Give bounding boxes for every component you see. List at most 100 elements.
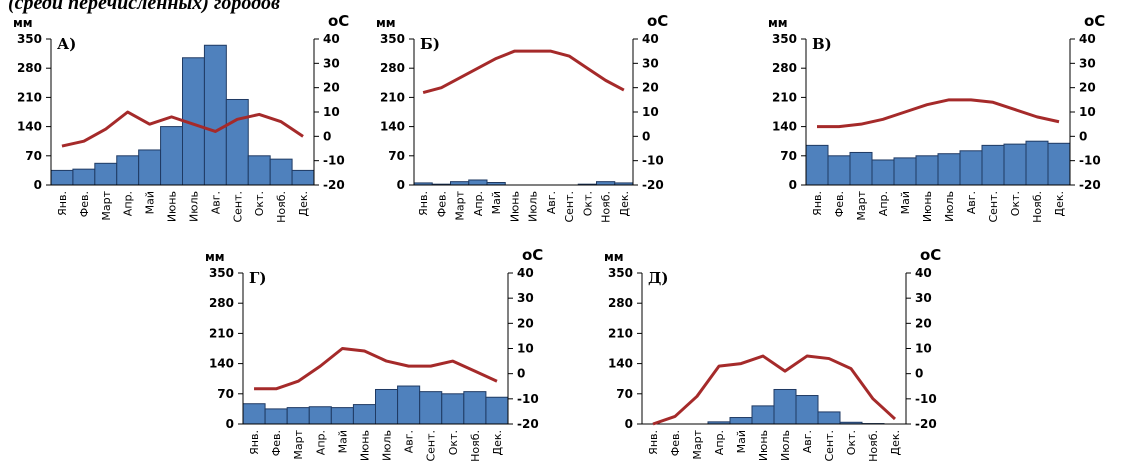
left-tick-label: 0: [34, 178, 42, 192]
precip-bar-3: [286, 407, 310, 425]
right-tick-label: 20: [323, 81, 340, 95]
right-tick-label: -10: [323, 154, 345, 168]
left-tick-label: 350: [17, 32, 42, 46]
precip-bar-9: [225, 98, 249, 186]
left-unit-label: мм: [768, 16, 788, 30]
left-unit-label: мм: [13, 16, 33, 30]
right-tick-label: 0: [517, 367, 525, 381]
left-tick-label: 0: [789, 178, 797, 192]
left-tick-label: 280: [380, 61, 405, 75]
precip-bar-6: [352, 404, 377, 425]
left-tick-label: 70: [217, 387, 234, 401]
month-label: Май: [899, 191, 912, 214]
month-label: Янв.: [647, 430, 660, 455]
precip-bar-8: [959, 150, 983, 186]
month-label: Март: [691, 429, 704, 459]
right-tick-label: -20: [915, 417, 937, 431]
left-tick-label: 0: [226, 417, 234, 431]
chart-panel-3: 0 70 140 210 280 350 -20 -10 0 10 20 30 40 мм оC В) Янв.…: [768, 12, 1105, 223]
month-label: Окт.: [447, 430, 460, 455]
left-tick-label: 280: [772, 61, 797, 75]
right-tick-label: -10: [1079, 154, 1101, 168]
month-label: Май: [336, 430, 349, 453]
panel-label: В): [812, 35, 832, 53]
right-tick-label: 0: [642, 129, 650, 143]
right-tick-label: 40: [642, 32, 659, 46]
month-label: Сент.: [987, 191, 1000, 223]
temperature-line: [254, 347, 498, 391]
month-label: Окт.: [1009, 191, 1022, 216]
precip-bar-12: [1047, 142, 1071, 186]
temperature-line: [61, 110, 304, 148]
month-label: Нояб.: [867, 430, 880, 462]
precip-bar-4: [871, 159, 895, 186]
left-tick-label: 280: [17, 61, 42, 75]
month-label: Март: [855, 190, 868, 220]
precip-bar-6: [915, 155, 939, 186]
month-label: Март: [100, 190, 113, 220]
month-label: Апр.: [713, 430, 726, 455]
precip-bar-1: [805, 144, 829, 186]
right-tick-label: 0: [323, 129, 331, 143]
month-label: Фев.: [669, 430, 682, 456]
right-tick-label: -10: [915, 392, 937, 406]
chart-panel-2: 0 70 140 210 280 350 -20 -10 0 10 20 30 40 мм оC Б) Янв.…: [376, 12, 668, 223]
precip-bar-5: [138, 149, 162, 186]
precip-bar-10: [247, 155, 271, 186]
right-unit-label: оC: [328, 12, 349, 30]
right-tick-label: 10: [517, 342, 534, 356]
precip-bar-4: [308, 406, 332, 425]
month-label: Апр.: [877, 191, 890, 216]
month-label: Янв.: [417, 191, 430, 216]
left-tick-label: 0: [625, 417, 633, 431]
right-tick-label: 10: [915, 342, 932, 356]
left-unit-label: мм: [205, 250, 225, 264]
right-tick-label: 30: [915, 291, 932, 305]
precip-bar-12: [485, 396, 509, 425]
precip-bar-8: [397, 385, 421, 425]
precip-bar-1: [50, 169, 74, 186]
right-tick-label: 40: [915, 266, 932, 280]
right-tick-label: 30: [1079, 56, 1096, 70]
precip-bar-5: [330, 407, 354, 425]
precip-bar-3: [849, 151, 873, 186]
month-label: Янв.: [811, 191, 824, 216]
month-label: Окт.: [253, 191, 266, 216]
month-label: Июль: [527, 191, 540, 222]
precip-bar-2: [827, 155, 851, 186]
right-tick-label: 30: [517, 291, 534, 305]
left-tick-label: 350: [608, 266, 633, 280]
temperature-line: [652, 354, 897, 426]
right-tick-label: 20: [915, 316, 932, 330]
left-tick-label: 140: [209, 357, 234, 371]
panel-label: Г): [249, 269, 266, 287]
month-label: Апр.: [314, 430, 327, 455]
month-label: Авг.: [965, 191, 978, 214]
month-label: Июнь: [508, 191, 521, 222]
precip-bar-4: [468, 179, 488, 186]
precip-bar-8: [795, 395, 819, 425]
month-label: Сент.: [425, 430, 438, 462]
month-label: Дек.: [889, 430, 902, 456]
right-tick-label: -20: [642, 178, 664, 192]
left-tick-label: 350: [380, 32, 405, 46]
left-tick-label: 70: [616, 387, 633, 401]
left-tick-label: 140: [772, 120, 797, 134]
panel-label: А): [57, 35, 76, 53]
right-tick-label: 40: [517, 266, 534, 280]
left-tick-label: 140: [380, 120, 405, 134]
precip-bar-5: [893, 157, 917, 186]
month-label: Дек.: [297, 191, 310, 217]
right-tick-label: 10: [642, 105, 659, 119]
month-label: Июль: [187, 191, 200, 222]
right-tick-label: 10: [323, 105, 340, 119]
month-label: Май: [490, 191, 503, 214]
precip-bar-9: [419, 391, 443, 425]
month-label: Сент.: [231, 191, 244, 223]
precip-bar-12: [291, 169, 315, 186]
left-unit-label: мм: [376, 16, 396, 30]
precip-bar-10: [1003, 143, 1027, 186]
left-tick-label: 140: [608, 357, 633, 371]
month-label: Апр.: [472, 191, 485, 216]
